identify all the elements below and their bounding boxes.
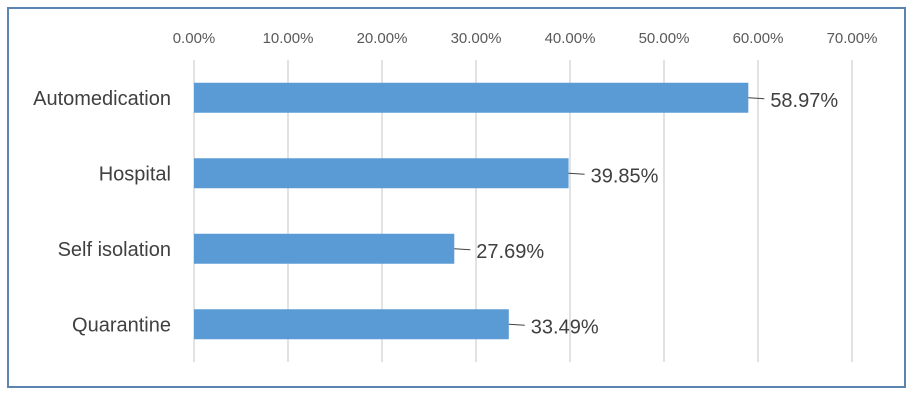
bar	[194, 82, 749, 113]
bars	[194, 82, 749, 340]
x-tick-label: 70.00%	[827, 30, 878, 47]
x-axis-ticks: 0.00% 10.00% 20.00% 30.00% 40.00% 50.00% 60.00…	[173, 30, 878, 47]
category-labels: Automedication Hospital Self isolation Quar…	[33, 88, 171, 337]
x-tick-label: 30.00%	[451, 30, 502, 47]
bar	[194, 309, 509, 340]
x-tick-label: 20.00%	[357, 30, 408, 47]
x-tick-label: 50.00%	[639, 30, 690, 47]
category-label: Quarantine	[72, 314, 171, 336]
x-tick-label: 0.00%	[173, 30, 216, 47]
category-label: Automedication	[33, 88, 171, 110]
data-label-leader	[748, 97, 765, 100]
category-label: Self isolation	[58, 239, 171, 261]
x-tick-label: 10.00%	[263, 30, 314, 47]
data-label: 27.69%	[476, 241, 544, 263]
data-label-leader	[508, 323, 525, 326]
data-label: 58.97%	[770, 90, 838, 112]
data-label: 33.49%	[531, 316, 599, 338]
x-tick-label: 60.00%	[733, 30, 784, 47]
data-labels: 58.97% 39.85% 27.69% 33.49%	[454, 90, 838, 338]
data-label-leader	[568, 172, 585, 175]
bar	[194, 233, 455, 264]
data-label-leader	[454, 248, 471, 251]
category-label: Hospital	[99, 163, 171, 185]
data-label: 39.85%	[591, 165, 659, 187]
bar	[194, 158, 569, 189]
x-tick-label: 40.00%	[545, 30, 596, 47]
